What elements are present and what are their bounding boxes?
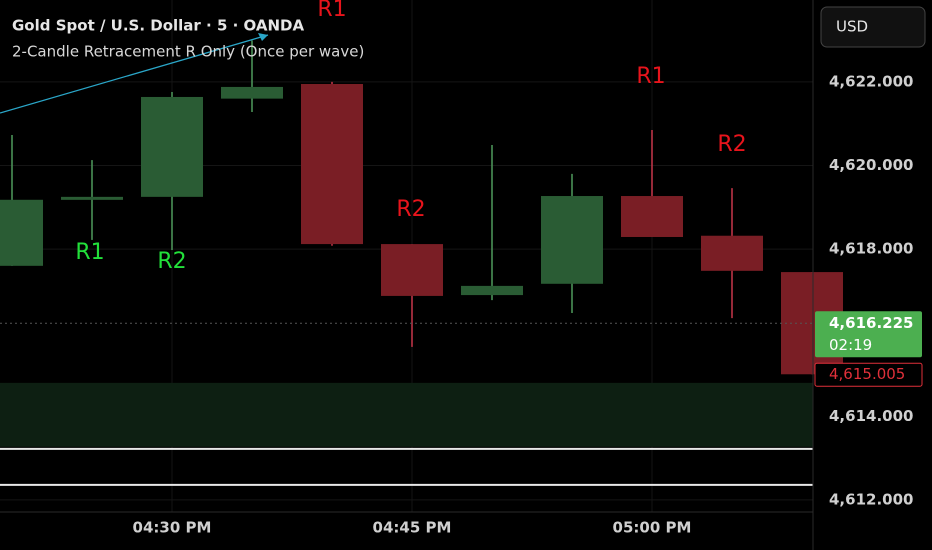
indicator-name: 2-Candle Retracement R Only (Once per wa…	[12, 43, 364, 61]
currency-label: USD	[836, 18, 868, 36]
y-tick-label: 4,614.000	[829, 407, 913, 425]
y-tick-label: 4,618.000	[829, 240, 913, 258]
signal-label: R1	[75, 240, 104, 265]
price-label-box	[815, 311, 922, 358]
candle-body	[0, 199, 43, 266]
candle-body	[621, 196, 683, 237]
chart-title: Gold Spot / U.S. Dollar · 5 · OANDA	[12, 17, 305, 35]
x-tick-label: 05:00 PM	[613, 519, 692, 537]
signal-label: R1	[636, 64, 665, 89]
candle-body	[141, 96, 203, 197]
x-tick-label: 04:30 PM	[133, 519, 212, 537]
trend-arrow	[258, 33, 268, 41]
countdown: 02:19	[829, 336, 872, 354]
candle-body	[461, 285, 523, 296]
signal-label: R1	[317, 0, 346, 22]
zone	[0, 382, 813, 447]
candle-body	[221, 86, 283, 99]
y-tick-label: 4,620.000	[829, 156, 913, 174]
x-tick-label: 04:45 PM	[373, 519, 452, 537]
plot-area	[0, 0, 843, 512]
y-tick-label: 4,622.000	[829, 72, 913, 90]
signal-label: R2	[157, 249, 186, 274]
price-label: 4,616.225	[829, 314, 913, 332]
candle-body	[541, 196, 603, 284]
candle-body	[701, 235, 763, 271]
signal-label: R2	[717, 132, 746, 157]
candle-body	[61, 196, 123, 200]
price-label: 4,615.005	[829, 365, 905, 383]
price-label-box	[814, 362, 923, 387]
signal-label: R2	[396, 197, 425, 222]
trend-line	[0, 34, 269, 114]
currency-button[interactable]	[820, 6, 926, 48]
candle-body	[381, 244, 443, 296]
candle-body	[301, 84, 363, 245]
y-tick-label: 4,612.000	[829, 490, 913, 508]
